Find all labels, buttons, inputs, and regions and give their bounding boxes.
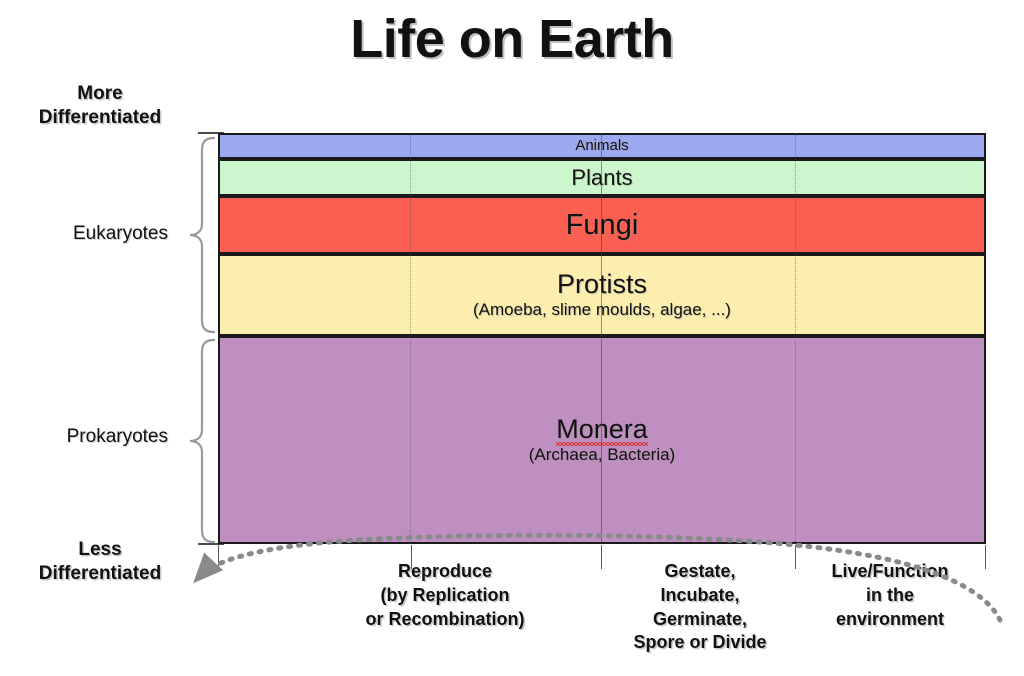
- category-label-live-function: Live/Function in the environment: [790, 560, 990, 631]
- bracket-eukaryotes: [189, 136, 216, 334]
- category-gestate-line3: Germinate,: [652, 608, 748, 629]
- group-label-prokaryotes: Prokaryotes: [66, 426, 168, 447]
- band-protists-label: Protists: [556, 269, 648, 300]
- band-protists-subtitle: (Amoeba, slime moulds, algae, ...): [473, 300, 731, 320]
- band-fungi-label: Fungi: [565, 208, 639, 241]
- axis-label-less-line2: Differentiated: [38, 563, 162, 585]
- category-live-line1: Live/Function: [831, 561, 949, 581]
- category-reproduce-line2: (by Replication: [380, 584, 510, 605]
- category-gestate-line2: Incubate,: [660, 584, 740, 605]
- axis-label-more-line1: More: [77, 83, 123, 104]
- band-animals[interactable]: Animals: [218, 133, 986, 159]
- category-live-line2: in the: [866, 584, 914, 605]
- axis-rule-top: [198, 132, 224, 134]
- band-fungi[interactable]: Fungi: [218, 196, 986, 254]
- plot-area: Animals Plants Fungi Protists (Amoeba, s…: [218, 133, 986, 544]
- category-gestate-line1: Gestate,: [664, 561, 736, 581]
- axis-label-more-differentiated: More Differentiated: [0, 82, 200, 131]
- axis-label-less-differentiated: Less Differentiated: [0, 538, 200, 587]
- band-protists[interactable]: Protists (Amoeba, slime moulds, algae, .…: [218, 254, 986, 336]
- group-label-eukaryotes: Eukaryotes: [72, 223, 168, 244]
- band-monera-label: Monera: [556, 414, 648, 447]
- band-animals-label: Animals: [575, 137, 629, 155]
- axis-label-more-line2: Differentiated: [38, 107, 162, 129]
- bracket-prokaryotes: [189, 338, 216, 544]
- category-label-reproduce: Reproduce (by Replication or Recombinati…: [330, 560, 560, 631]
- band-monera-subtitle: (Archaea, Bacteria): [528, 445, 676, 465]
- band-plants[interactable]: Plants: [218, 159, 986, 196]
- axis-label-less-line1: Less: [78, 539, 122, 560]
- category-label-gestate: Gestate, Incubate, Germinate, Spore or D…: [600, 560, 800, 655]
- category-gestate-line4: Spore or Divide: [633, 632, 767, 653]
- band-plants-label: Plants: [571, 164, 633, 190]
- category-live-line3: environment: [835, 608, 945, 629]
- category-reproduce-line3: or Recombination): [365, 608, 525, 629]
- band-monera[interactable]: Monera (Archaea, Bacteria): [218, 336, 986, 544]
- axis-tick-0: [218, 545, 219, 569]
- category-reproduce-line1: Reproduce: [397, 561, 493, 581]
- page-title: Life on Earth: [350, 9, 674, 69]
